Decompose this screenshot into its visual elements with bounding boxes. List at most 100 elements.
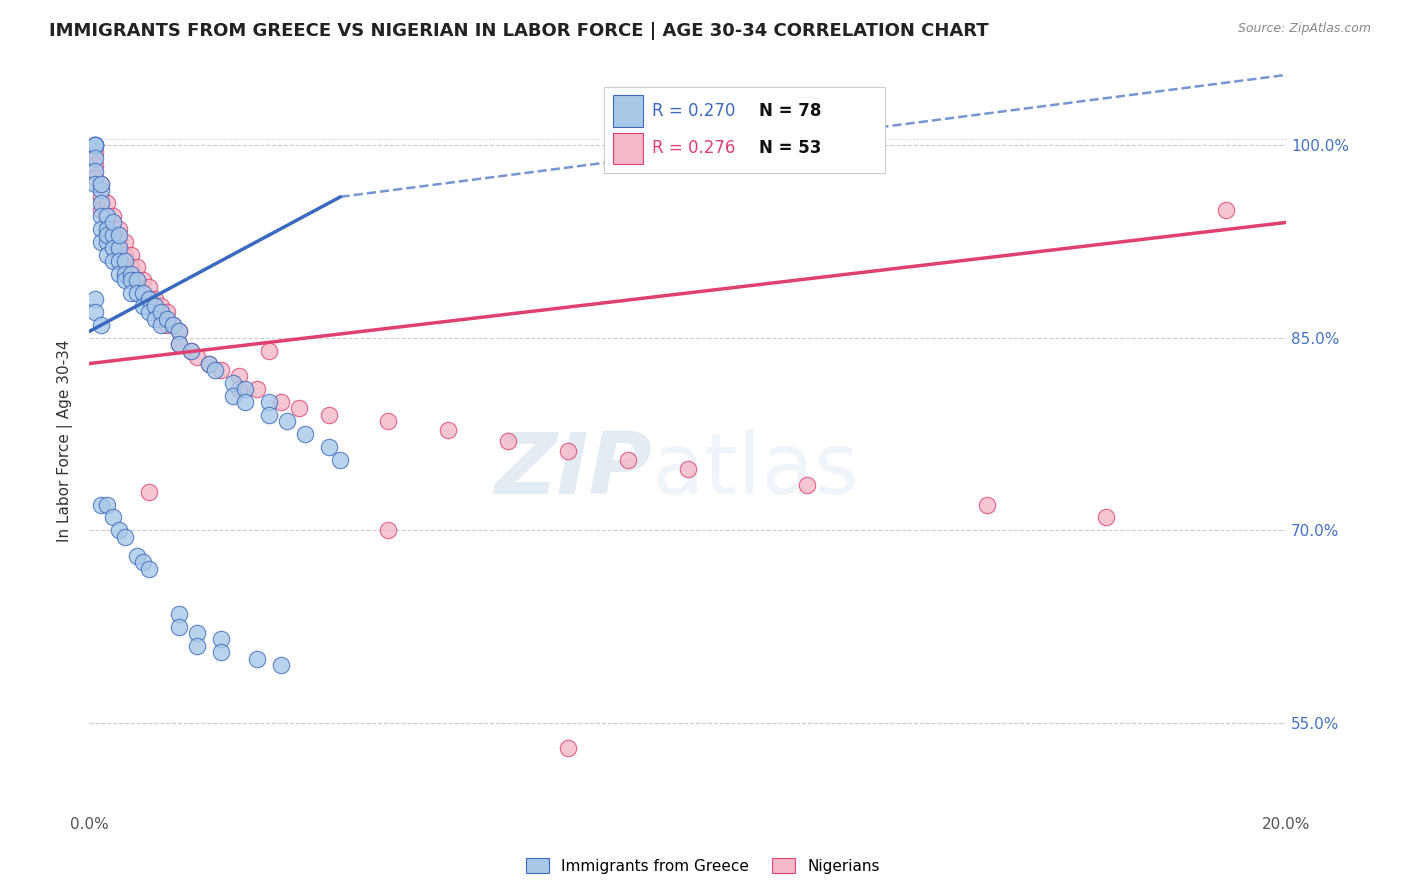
Point bbox=[114, 247, 136, 261]
Point bbox=[149, 305, 172, 319]
Point bbox=[162, 318, 184, 332]
Point bbox=[209, 645, 232, 659]
Point bbox=[101, 209, 124, 223]
Point bbox=[246, 382, 269, 396]
Text: N = 78: N = 78 bbox=[759, 102, 821, 120]
Point bbox=[132, 273, 155, 287]
Point bbox=[125, 285, 148, 300]
Point bbox=[287, 401, 309, 416]
Point bbox=[84, 170, 107, 185]
Point bbox=[114, 273, 136, 287]
Point bbox=[108, 524, 131, 538]
Point bbox=[138, 293, 160, 307]
Point bbox=[96, 209, 118, 223]
Point bbox=[270, 395, 292, 409]
Point bbox=[125, 273, 148, 287]
Point bbox=[90, 222, 112, 236]
Point bbox=[270, 658, 292, 673]
Text: atlas: atlas bbox=[651, 429, 859, 512]
Point bbox=[557, 443, 579, 458]
FancyBboxPatch shape bbox=[613, 95, 644, 127]
Point bbox=[138, 562, 160, 576]
Text: R = 0.270: R = 0.270 bbox=[651, 102, 735, 120]
Point bbox=[101, 215, 124, 229]
Point bbox=[198, 357, 221, 371]
Point bbox=[132, 299, 155, 313]
Point bbox=[186, 350, 208, 364]
Text: Source: ZipAtlas.com: Source: ZipAtlas.com bbox=[1237, 22, 1371, 36]
Point bbox=[496, 434, 519, 448]
Point bbox=[138, 484, 160, 499]
Point bbox=[90, 202, 112, 217]
Point bbox=[149, 311, 172, 326]
Point bbox=[329, 452, 352, 467]
Point bbox=[233, 395, 256, 409]
Point bbox=[84, 158, 107, 172]
Point bbox=[96, 196, 118, 211]
Point bbox=[125, 273, 148, 287]
FancyBboxPatch shape bbox=[613, 133, 644, 164]
Point bbox=[96, 222, 118, 236]
Point bbox=[96, 228, 118, 243]
Point bbox=[84, 138, 107, 153]
Point bbox=[114, 254, 136, 268]
Point bbox=[120, 247, 142, 261]
Point bbox=[90, 209, 112, 223]
Point bbox=[796, 478, 818, 492]
Point bbox=[209, 632, 232, 647]
Point bbox=[84, 138, 107, 153]
Point bbox=[162, 318, 184, 332]
Point bbox=[138, 279, 160, 293]
Point bbox=[90, 177, 112, 191]
Point bbox=[138, 293, 160, 307]
Point bbox=[167, 325, 190, 339]
Point bbox=[198, 357, 221, 371]
Point bbox=[156, 305, 179, 319]
Point bbox=[101, 510, 124, 524]
Point bbox=[108, 235, 131, 249]
Point bbox=[96, 235, 118, 249]
Point bbox=[676, 462, 699, 476]
Point bbox=[84, 164, 107, 178]
Point bbox=[276, 414, 298, 428]
FancyBboxPatch shape bbox=[603, 87, 884, 173]
Point bbox=[90, 318, 112, 332]
Point bbox=[108, 267, 131, 281]
Point bbox=[377, 524, 399, 538]
Point bbox=[90, 235, 112, 249]
Point bbox=[167, 607, 190, 621]
Point bbox=[132, 285, 155, 300]
Point bbox=[101, 254, 124, 268]
Point bbox=[233, 382, 256, 396]
Point bbox=[90, 190, 112, 204]
Point bbox=[557, 741, 579, 756]
Point bbox=[204, 363, 226, 377]
Point bbox=[125, 260, 148, 275]
Point bbox=[90, 196, 112, 211]
Point bbox=[143, 311, 166, 326]
Text: IMMIGRANTS FROM GREECE VS NIGERIAN IN LABOR FORCE | AGE 30-34 CORRELATION CHART: IMMIGRANTS FROM GREECE VS NIGERIAN IN LA… bbox=[49, 22, 988, 40]
Point bbox=[101, 241, 124, 255]
Point bbox=[294, 427, 316, 442]
Text: ZIP: ZIP bbox=[494, 429, 651, 512]
Point bbox=[84, 305, 107, 319]
Point bbox=[96, 498, 118, 512]
Point bbox=[125, 549, 148, 563]
Point bbox=[96, 247, 118, 261]
Point bbox=[156, 311, 179, 326]
Point bbox=[246, 651, 269, 665]
Point bbox=[96, 209, 118, 223]
Point bbox=[108, 254, 131, 268]
Point bbox=[84, 177, 107, 191]
Point bbox=[167, 325, 190, 339]
Point bbox=[257, 408, 280, 422]
Text: R = 0.276: R = 0.276 bbox=[651, 139, 735, 157]
Point bbox=[120, 260, 142, 275]
Point bbox=[318, 440, 340, 454]
Point bbox=[143, 293, 166, 307]
Point bbox=[120, 285, 142, 300]
Point bbox=[167, 337, 190, 351]
Point bbox=[132, 555, 155, 569]
Point bbox=[257, 395, 280, 409]
Point bbox=[101, 222, 124, 236]
